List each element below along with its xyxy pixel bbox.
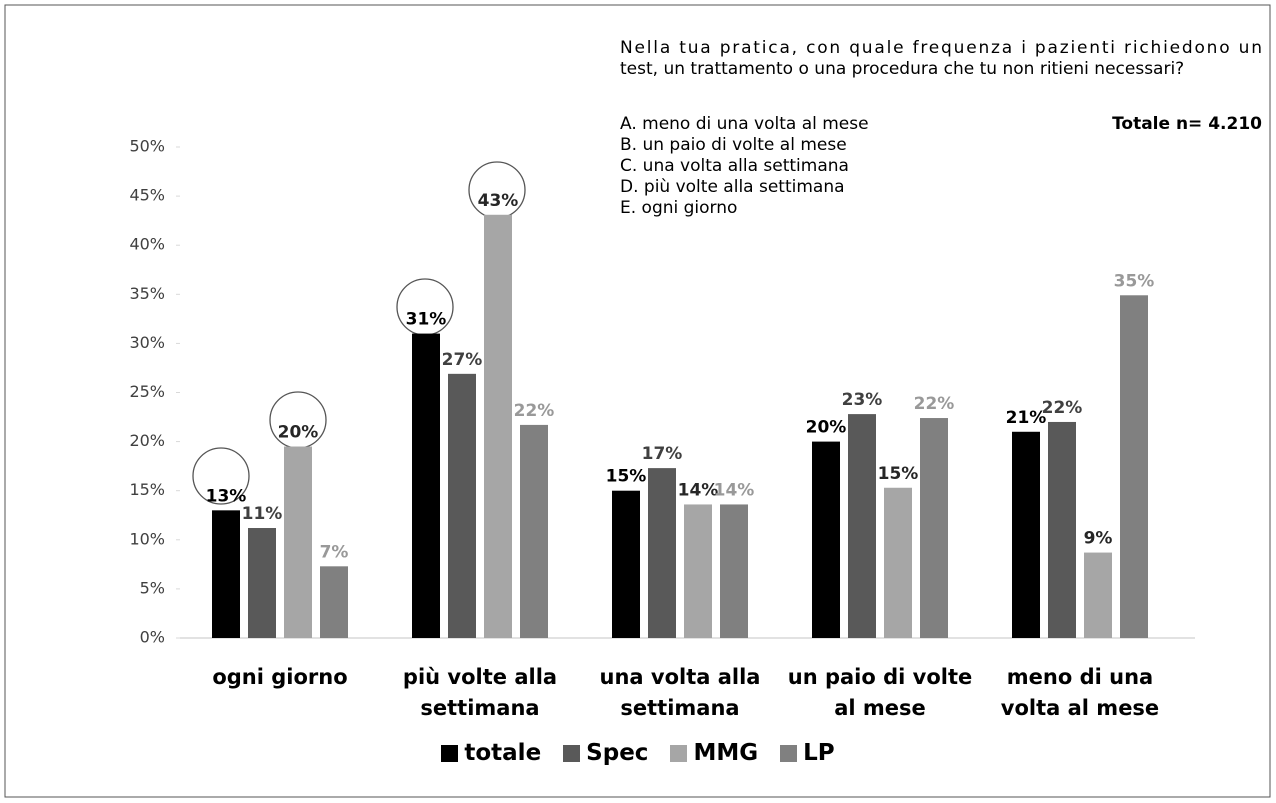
bar (720, 504, 748, 638)
bar (284, 446, 312, 638)
legend-item: LP (780, 740, 835, 766)
y-tick-label: 40% (129, 235, 165, 254)
data-label: 9% (1084, 529, 1113, 549)
legend-swatch (780, 744, 798, 762)
bar (520, 424, 548, 638)
total-label: Totale n= 4.210 (1112, 114, 1262, 134)
legend-label: Spec (586, 740, 649, 766)
legend-label: MMG (693, 740, 759, 766)
x-tick-label: ogni giorno (212, 665, 348, 689)
data-label: 35% (1114, 271, 1155, 291)
highlight-circle (192, 447, 250, 505)
data-label: 17% (642, 444, 683, 464)
data-label: 31% (406, 310, 447, 330)
y-tick-label: 25% (129, 382, 165, 401)
x-tick-label: una volta alla settimana (599, 665, 761, 720)
bar (884, 487, 912, 638)
legend-item: totale (441, 740, 541, 766)
data-label: 22% (1042, 398, 1083, 418)
data-label: 43% (478, 191, 519, 211)
legend-label: LP (803, 740, 835, 766)
y-tick-label: 15% (129, 480, 165, 499)
bar (320, 566, 348, 638)
question-line: test, un trattamento o una procedura che… (620, 59, 1184, 79)
data-label: 22% (914, 394, 955, 414)
bar (684, 504, 712, 638)
legend-item: MMG (670, 740, 758, 766)
data-label: 11% (242, 504, 283, 524)
bar (448, 373, 476, 638)
bar (920, 418, 948, 638)
bar (484, 214, 512, 638)
option: C. una volta alla settimana (620, 156, 849, 176)
bar (1012, 431, 1040, 638)
bar (648, 468, 676, 638)
bar (812, 441, 840, 638)
y-tick-label: 30% (129, 333, 165, 352)
option: D. più volte alla settimana (620, 177, 845, 197)
y-tick-label: 0% (140, 628, 165, 647)
bar (412, 333, 440, 638)
x-tick-label: più volte alla settimana (402, 665, 558, 720)
legend-swatch (670, 744, 688, 762)
data-label: 15% (606, 467, 647, 487)
legend-swatch (563, 744, 581, 762)
data-label: 21% (1006, 408, 1047, 428)
x-tick-label: meno di una volta al mese (1000, 665, 1160, 720)
y-tick-label: 45% (129, 186, 165, 205)
data-label: 22% (514, 401, 555, 421)
data-label: 7% (320, 542, 349, 562)
legend-item: Spec (563, 740, 648, 766)
y-tick-label: 35% (129, 284, 165, 303)
legend-swatch (441, 744, 459, 762)
y-tick-label: 10% (129, 529, 165, 548)
data-label: 14% (714, 480, 755, 500)
y-tick-label: 5% (140, 578, 165, 597)
bar (1120, 295, 1148, 638)
bar (212, 510, 240, 638)
data-label: 20% (278, 423, 319, 443)
bar (248, 528, 276, 638)
y-tick-label: 20% (129, 431, 165, 450)
bar (612, 490, 640, 638)
legend: totale Spec MMG LP (0, 740, 1276, 766)
x-tick-label: un paio di volte al mese (787, 665, 973, 720)
option: B. un paio di volte al mese (620, 135, 847, 155)
data-label: 13% (206, 486, 247, 506)
data-label: 20% (806, 418, 847, 438)
option: E. ogni giorno (620, 198, 738, 218)
option: A. meno di una volta al mese (620, 114, 869, 134)
bar (848, 414, 876, 638)
data-label: 14% (678, 480, 719, 500)
data-label: 23% (842, 390, 883, 410)
frame (4, 4, 1271, 798)
bar (1048, 421, 1076, 638)
question-line: Nella tua pratica, con quale frequenza i… (620, 38, 1262, 58)
data-label: 15% (878, 464, 919, 484)
bar (1084, 552, 1112, 638)
y-tick-label: 50% (129, 137, 165, 156)
data-label: 27% (442, 350, 483, 370)
legend-label: totale (464, 740, 542, 766)
